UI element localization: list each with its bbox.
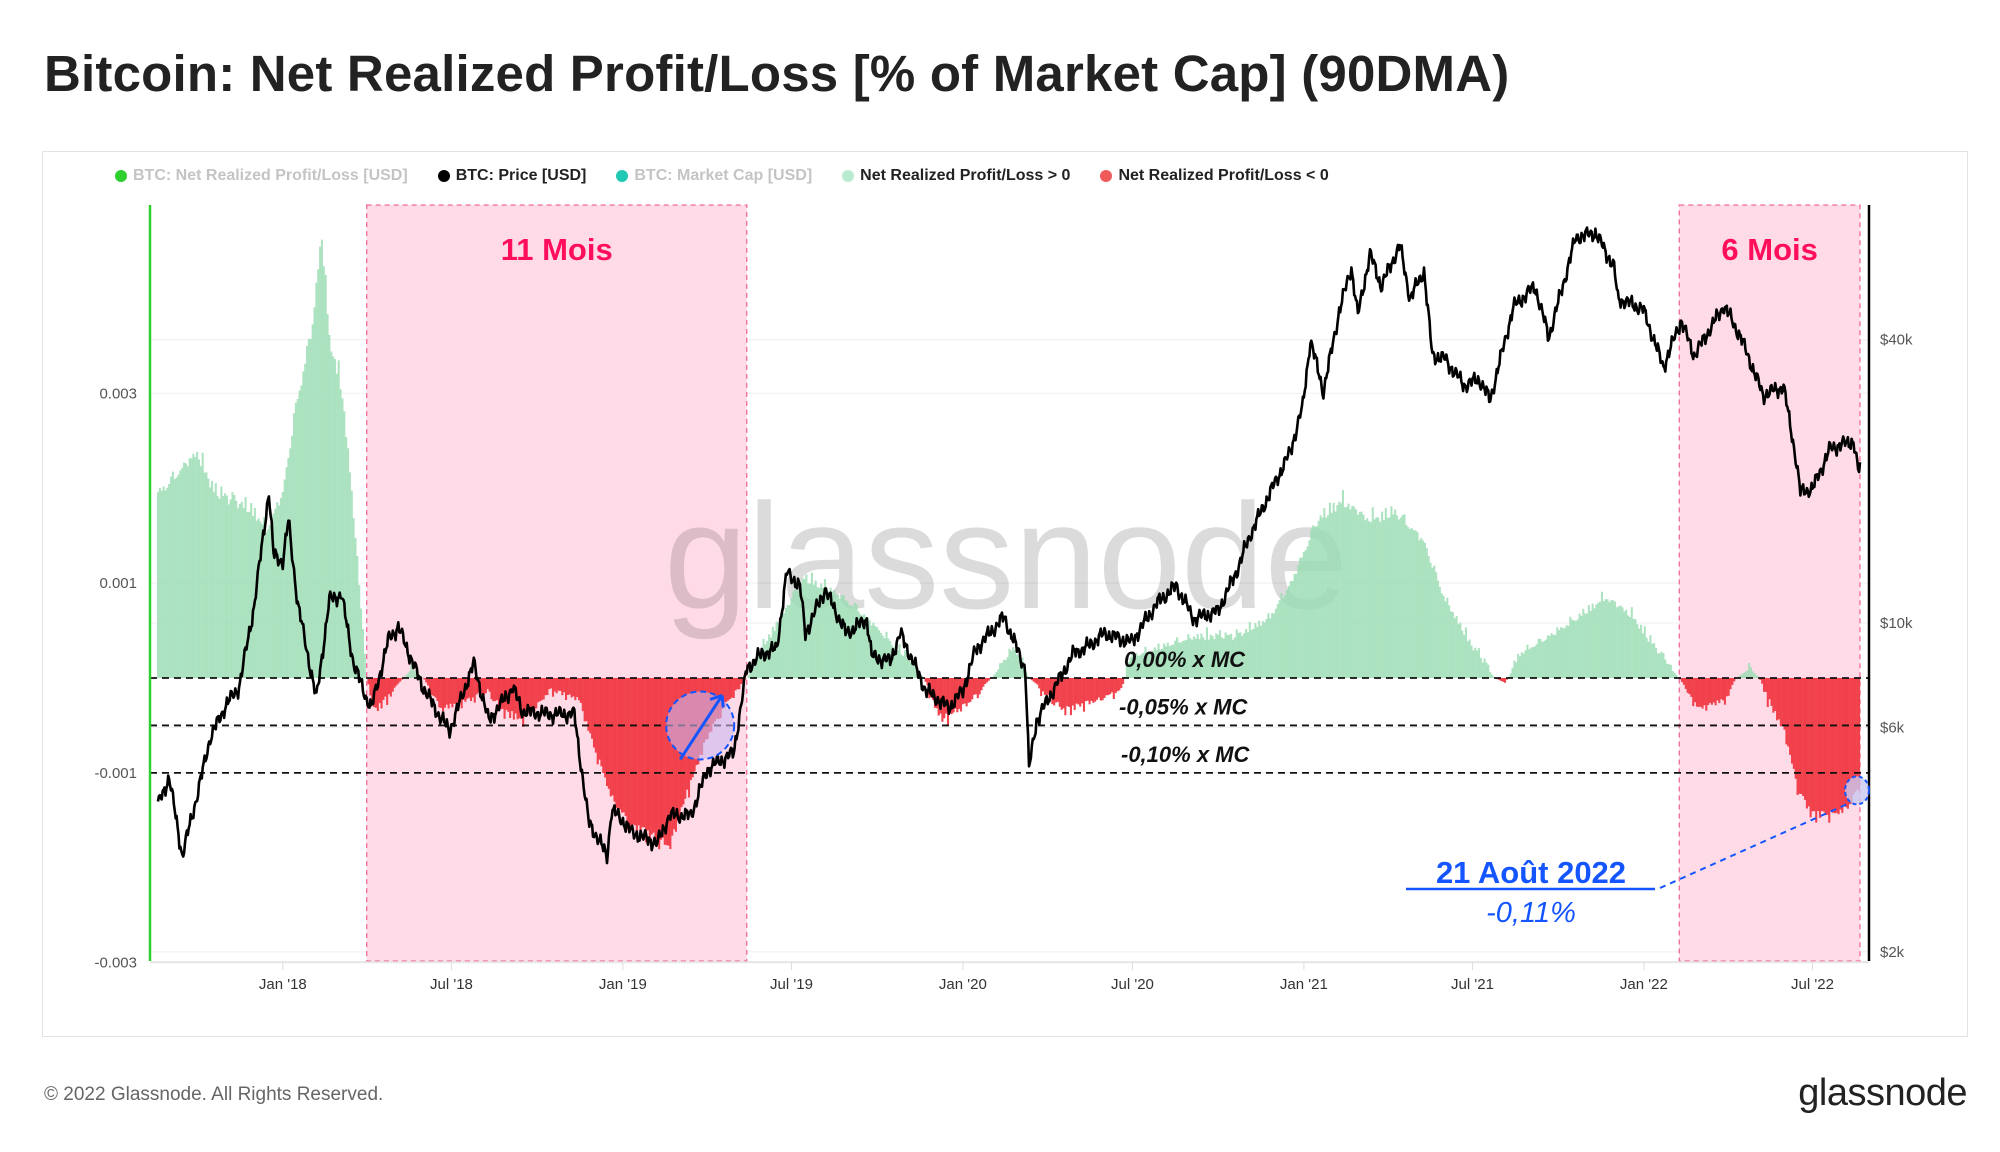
y-left-tick-label: -0.001	[94, 765, 137, 782]
x-tick-label: Jul '22	[1791, 976, 1834, 993]
legend-item-positive[interactable]: Net Realized Profit/Loss > 0	[842, 167, 1070, 185]
y-left-tick-label: 0.003	[99, 385, 137, 402]
legend-label: BTC: Net Realized Profit/Loss [USD]	[133, 167, 408, 184]
watermark: glassnode	[664, 472, 1348, 640]
legend-dot-icon	[1100, 170, 1113, 182]
legend-dot-icon	[842, 170, 855, 182]
x-tick-label: Jan '18	[259, 976, 307, 993]
arrow-up-icon	[678, 694, 724, 761]
period-label: 6 Mois	[1721, 232, 1817, 267]
legend-item-nrpl-usd[interactable]: BTC: Net Realized Profit/Loss [USD]	[115, 167, 408, 185]
callout-value: -0,11%	[1486, 897, 1576, 929]
level-label: -0,10% x MC	[1121, 742, 1250, 767]
level-label: -0,05% x MC	[1119, 694, 1248, 719]
page-title: Bitcoin: Net Realized Profit/Loss [% of …	[44, 45, 1510, 102]
y-left-tick-label: -0.003	[94, 955, 137, 972]
arrow-head-icon	[709, 694, 725, 708]
legend-label: Net Realized Profit/Loss > 0	[860, 167, 1071, 184]
legend-dot-icon	[115, 170, 127, 182]
x-tick-label: Jul '18	[430, 976, 473, 993]
x-tick-label: Jul '19	[770, 976, 813, 993]
glassnode-logo: glassnode	[1798, 1072, 1967, 1114]
copyright-text: © 2022 Glassnode. All Rights Reserved.	[44, 1084, 384, 1105]
y-right-tick-label: $6k	[1880, 719, 1905, 736]
callout-date: 21 Août 2022	[1436, 855, 1626, 890]
x-tick-label: Jan '22	[1620, 976, 1668, 993]
level-label: 0,00% x MC	[1124, 647, 1246, 672]
y-right-tick-label: $2k	[1880, 944, 1905, 961]
legend-label: BTC: Market Cap [USD]	[634, 167, 813, 184]
callout-leader-line	[1659, 801, 1852, 889]
legend-item-price[interactable]: BTC: Price [USD]	[437, 167, 587, 185]
legend-label: Net Realized Profit/Loss < 0	[1118, 167, 1329, 184]
y-right-tick-label: $40k	[1880, 332, 1913, 349]
legend-label: BTC: Price [USD]	[455, 167, 587, 184]
y-right-tick-label: $10k	[1880, 615, 1913, 632]
x-tick-label: Jan '21	[1280, 976, 1328, 993]
x-tick-label: Jul '21	[1451, 976, 1494, 993]
x-tick-label: Jul '20	[1111, 976, 1154, 993]
legend-dot-icon	[437, 170, 450, 182]
legend-dot-icon	[616, 170, 629, 182]
bear-period-highlight	[366, 204, 748, 962]
bear-period-highlight	[1678, 204, 1861, 962]
btc-price-line	[156, 226, 1862, 865]
x-tick-label: Jan '19	[599, 976, 647, 993]
legend-item-negative[interactable]: Net Realized Profit/Loss < 0	[1100, 167, 1329, 185]
chart-legend: BTC: Net Realized Profit/Loss [USD] BTC:…	[115, 167, 1329, 185]
chart-panel	[42, 151, 1968, 1037]
period-label: 11 Mois	[501, 232, 613, 267]
callout-circle	[1844, 775, 1870, 806]
y-left-tick-label: 0.001	[99, 575, 137, 592]
highlight-circle	[665, 690, 736, 761]
legend-item-market-cap[interactable]: BTC: Market Cap [USD]	[616, 167, 812, 185]
x-tick-label: Jan '20	[939, 976, 987, 993]
